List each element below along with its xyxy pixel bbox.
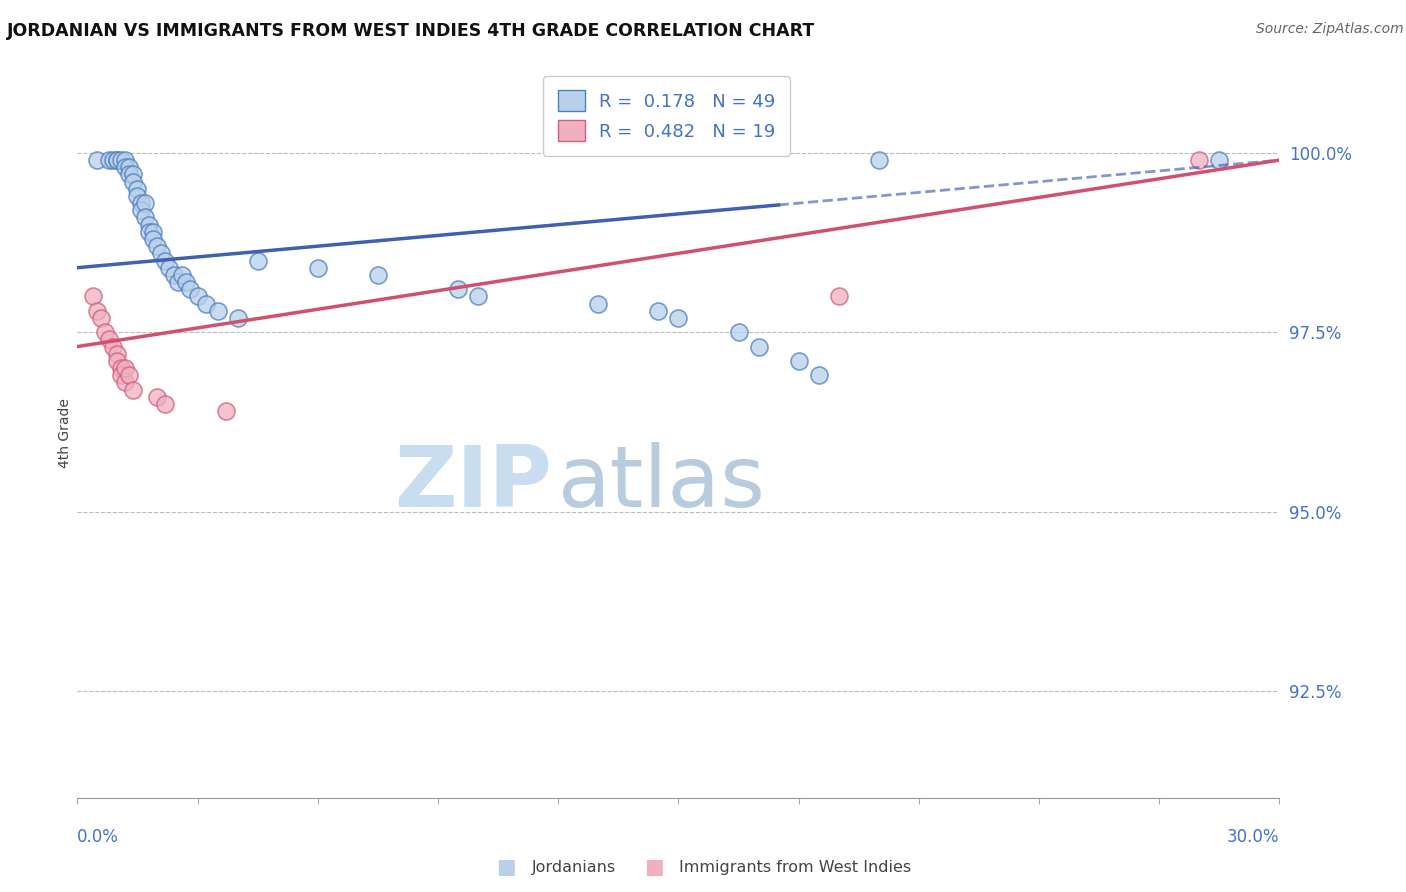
Point [107, 354, 129, 368]
Point [447, 282, 470, 296]
Text: ■: ■ [644, 857, 664, 877]
Point [98, 153, 121, 168]
Point [107, 153, 129, 168]
Point [155, 253, 177, 268]
Point [207, 303, 229, 318]
Point [94, 325, 117, 339]
Point [90, 310, 112, 325]
Point [134, 196, 156, 211]
Point [107, 347, 129, 361]
Point [174, 275, 197, 289]
Point [868, 153, 890, 168]
Point [118, 168, 141, 182]
Point [246, 253, 269, 268]
Point [86, 303, 108, 318]
Point [110, 368, 132, 383]
Point [170, 268, 193, 282]
Point [828, 289, 851, 303]
Point [118, 368, 141, 383]
Point [668, 310, 690, 325]
Point [110, 361, 132, 376]
Point [214, 404, 236, 418]
Point [134, 211, 156, 225]
Point [186, 289, 209, 303]
Point [588, 296, 610, 310]
Text: 0.0%: 0.0% [77, 828, 120, 846]
Point [367, 268, 389, 282]
Point [122, 383, 145, 397]
Point [142, 232, 165, 246]
Point [146, 390, 169, 404]
Point [150, 246, 173, 260]
Point [1208, 153, 1230, 168]
Point [138, 218, 160, 232]
Point [146, 239, 169, 253]
Point [127, 182, 149, 196]
Point [807, 368, 830, 383]
Point [179, 282, 201, 296]
Text: Source: ZipAtlas.com: Source: ZipAtlas.com [1256, 22, 1403, 37]
Point [142, 225, 165, 239]
Point [103, 153, 125, 168]
Point [162, 268, 184, 282]
Point [194, 296, 217, 310]
Point [122, 168, 145, 182]
Text: 30.0%: 30.0% [1227, 828, 1279, 846]
Point [118, 161, 141, 175]
Point [1188, 153, 1211, 168]
Point [647, 303, 669, 318]
Point [467, 289, 489, 303]
Point [307, 260, 329, 275]
Point [166, 275, 188, 289]
Point [103, 340, 125, 354]
Text: Immigrants from West Indies: Immigrants from West Indies [679, 860, 911, 874]
Legend: R =  0.178   N = 49, R =  0.482   N = 19: R = 0.178 N = 49, R = 0.482 N = 19 [543, 76, 790, 155]
Point [98, 332, 121, 346]
Point [748, 340, 770, 354]
Y-axis label: 4th Grade: 4th Grade [58, 398, 72, 467]
Point [86, 153, 108, 168]
Point [727, 325, 749, 339]
Point [787, 354, 810, 368]
Point [107, 153, 129, 168]
Point [155, 397, 177, 411]
Text: ZIP: ZIP [395, 442, 553, 525]
Text: JORDANIAN VS IMMIGRANTS FROM WEST INDIES 4TH GRADE CORRELATION CHART: JORDANIAN VS IMMIGRANTS FROM WEST INDIES… [7, 22, 815, 40]
Point [159, 260, 181, 275]
Point [114, 161, 136, 175]
Point [82, 289, 104, 303]
Text: atlas: atlas [558, 442, 766, 525]
Point [114, 153, 136, 168]
Text: Jordanians: Jordanians [531, 860, 616, 874]
Point [114, 361, 136, 376]
Point [131, 203, 153, 218]
Point [127, 189, 149, 203]
Text: ■: ■ [496, 857, 516, 877]
Point [122, 175, 145, 189]
Point [138, 225, 160, 239]
Point [110, 153, 132, 168]
Point [114, 376, 136, 390]
Point [131, 196, 153, 211]
Point [226, 310, 249, 325]
